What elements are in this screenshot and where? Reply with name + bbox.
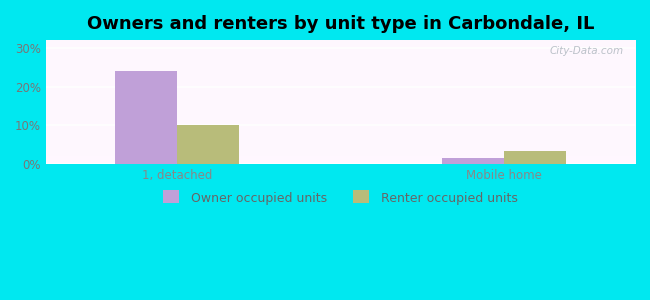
Bar bbox=[177, 125, 239, 164]
Bar bbox=[504, 151, 566, 164]
Title: Owners and renters by unit type in Carbondale, IL: Owners and renters by unit type in Carbo… bbox=[86, 15, 594, 33]
Bar bbox=[114, 71, 177, 164]
Legend: Owner occupied units, Renter occupied units: Owner occupied units, Renter occupied un… bbox=[158, 187, 523, 210]
Bar bbox=[442, 158, 504, 164]
Text: City-Data.com: City-Data.com bbox=[549, 46, 623, 56]
